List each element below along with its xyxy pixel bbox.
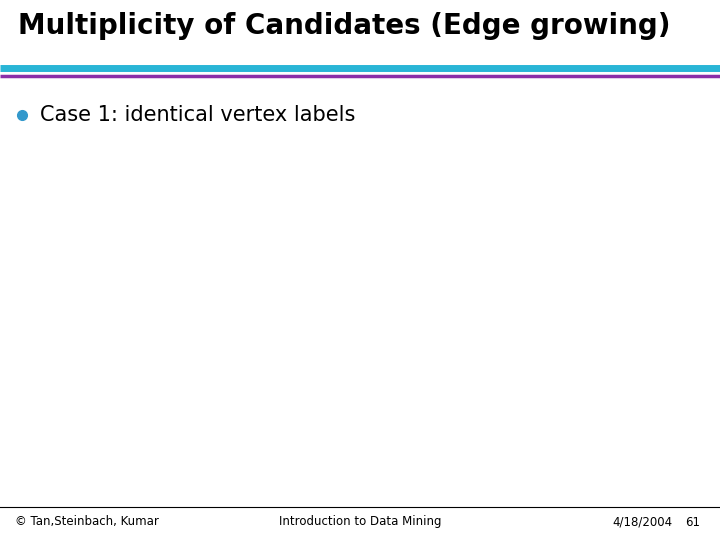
Text: 61: 61: [685, 516, 700, 529]
Text: Multiplicity of Candidates (Edge growing): Multiplicity of Candidates (Edge growing…: [18, 12, 670, 40]
Text: Case 1: identical vertex labels: Case 1: identical vertex labels: [40, 105, 356, 125]
Text: © Tan,Steinbach, Kumar: © Tan,Steinbach, Kumar: [15, 516, 159, 529]
Text: Introduction to Data Mining: Introduction to Data Mining: [279, 516, 441, 529]
Text: 4/18/2004: 4/18/2004: [612, 516, 672, 529]
